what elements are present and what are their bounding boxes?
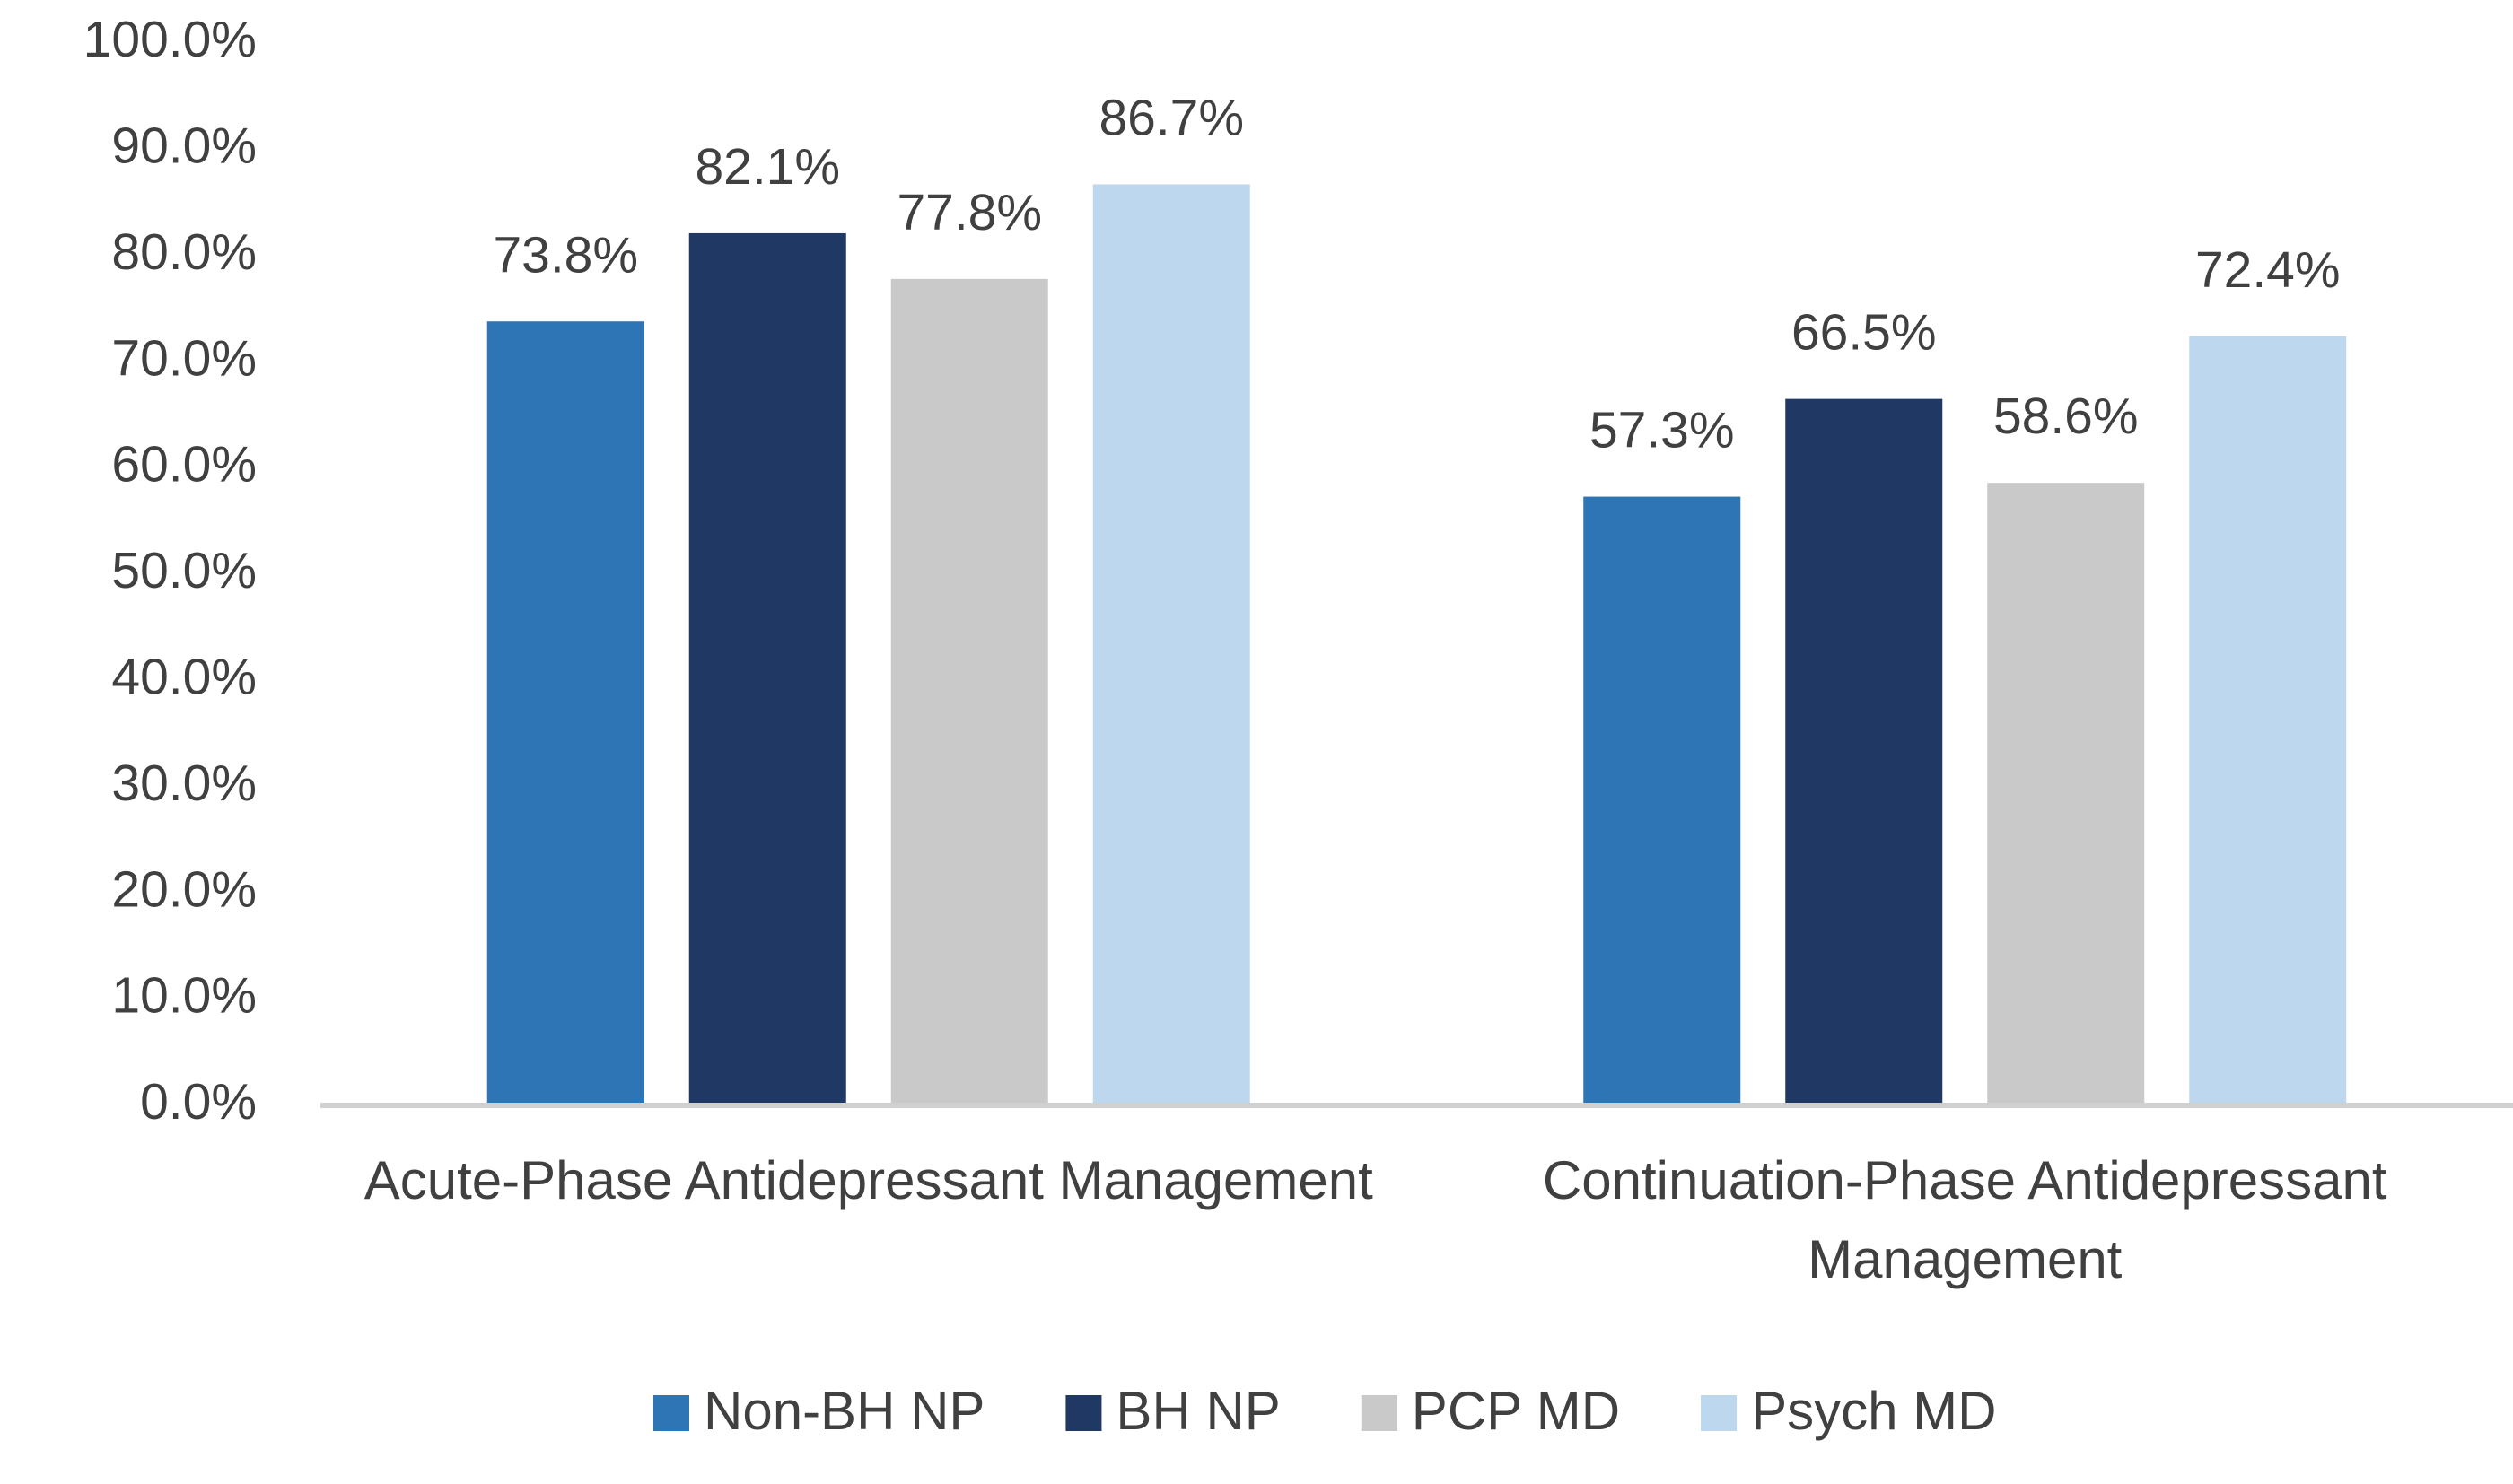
bar <box>1785 398 1943 1105</box>
legend-swatch <box>1701 1395 1738 1431</box>
y-tick-label: 80.0% <box>111 223 257 281</box>
bar <box>2189 336 2347 1105</box>
data-label: 72.4% <box>2195 241 2341 299</box>
y-tick-label: 10.0% <box>111 967 257 1025</box>
legend-label: PCP MD <box>1412 1381 1620 1441</box>
bar <box>688 232 846 1105</box>
legend-swatch <box>1065 1395 1102 1431</box>
bar <box>890 278 1048 1105</box>
bar <box>486 321 644 1105</box>
y-tick-label: 60.0% <box>111 436 257 493</box>
bar <box>1583 496 1741 1105</box>
data-label: 82.1% <box>695 138 840 196</box>
x-tick-label: Acute-Phase Antidepressant Management <box>363 1150 1373 1210</box>
legend-swatch <box>1361 1395 1397 1431</box>
legend-swatch <box>653 1395 689 1431</box>
bar <box>1092 184 1250 1105</box>
data-label: 66.5% <box>1791 304 1937 362</box>
y-tick-label: 100.0% <box>83 11 257 68</box>
y-tick-label: 50.0% <box>111 542 257 599</box>
data-label: 86.7% <box>1099 90 1244 147</box>
data-label: 58.6% <box>1993 388 2139 445</box>
legend-label: Non-BH NP <box>704 1381 985 1441</box>
y-tick-label: 70.0% <box>111 329 257 387</box>
data-label: 57.3% <box>1589 402 1735 459</box>
y-tick-label: 30.0% <box>111 755 257 812</box>
data-label: 77.8% <box>897 184 1042 241</box>
x-tick-label: Continuation-Phase Antidepressant Manage… <box>1542 1150 2387 1289</box>
y-tick-label: 40.0% <box>111 648 257 705</box>
y-tick-label: 90.0% <box>111 117 257 174</box>
legend-label: Psych MD <box>1751 1381 1996 1441</box>
legend-label: BH NP <box>1116 1381 1280 1441</box>
y-tick-label: 20.0% <box>111 860 257 918</box>
data-label: 73.8% <box>493 226 638 284</box>
bar <box>1987 483 2145 1105</box>
y-tick-label: 0.0% <box>140 1073 257 1130</box>
